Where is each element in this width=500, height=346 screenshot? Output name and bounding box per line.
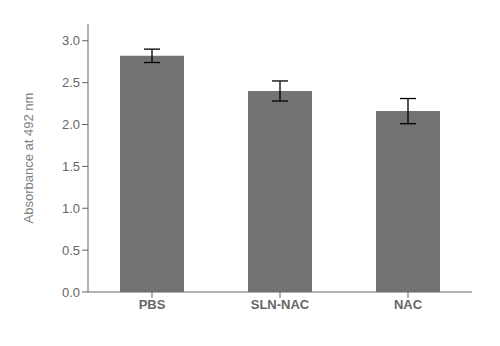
svg-text:PBS: PBS [139,297,166,312]
svg-text:2.0: 2.0 [62,117,80,132]
svg-text:1.0: 1.0 [62,201,80,216]
svg-text:SLN-NAC: SLN-NAC [251,297,310,312]
svg-text:NAC: NAC [394,297,423,312]
svg-text:Absorbance at 492 nm: Absorbance at 492 nm [21,93,36,224]
svg-text:0.5: 0.5 [62,243,80,258]
svg-text:2.5: 2.5 [62,75,80,90]
svg-text:3.0: 3.0 [62,33,80,48]
svg-text:0.0: 0.0 [62,285,80,300]
svg-text:1.5: 1.5 [62,159,80,174]
